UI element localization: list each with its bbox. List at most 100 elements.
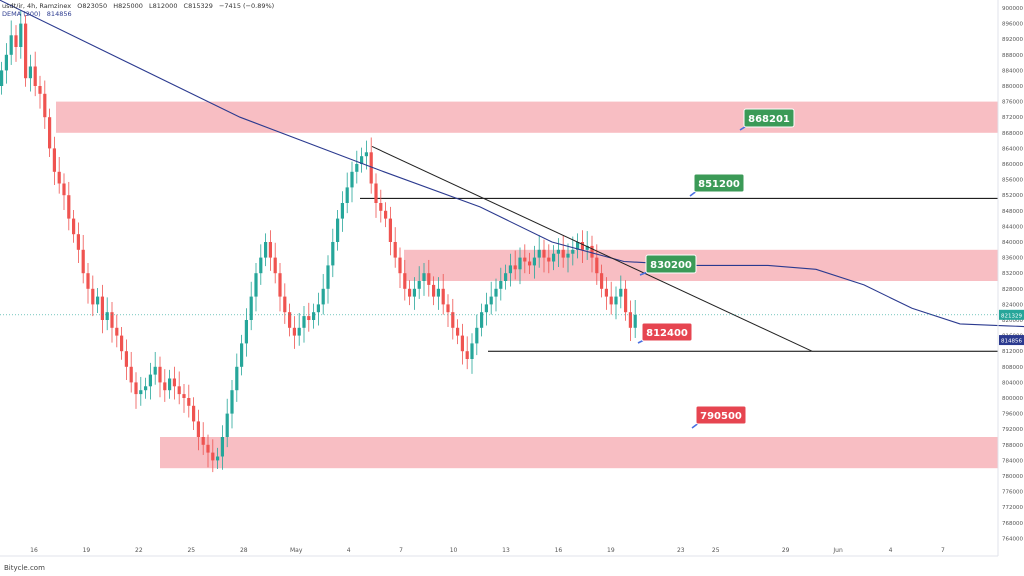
y-tick-label: 808000 — [1002, 365, 1023, 371]
candle-body — [273, 257, 277, 274]
price-badge-label: 812400 — [646, 328, 688, 339]
candle-body — [600, 273, 604, 289]
price-badge[interactable] — [695, 405, 747, 425]
candle-body — [350, 171, 354, 188]
x-tick-label: 22 — [135, 547, 143, 554]
dema-value: 814856 — [46, 10, 72, 18]
candle-body — [408, 288, 412, 297]
candle-body — [345, 187, 349, 203]
candle-body — [206, 444, 210, 453]
candle-body — [240, 343, 244, 367]
candle-body — [604, 288, 608, 297]
candle-body — [67, 195, 71, 219]
candle-body — [292, 327, 296, 336]
candle-body — [412, 288, 416, 297]
candle-body — [465, 351, 469, 359]
x-tick-label: 13 — [502, 547, 510, 554]
candle-body — [547, 257, 551, 262]
candle-body — [451, 312, 455, 328]
y-tick-label: 884000 — [1002, 68, 1023, 74]
candle-body — [316, 304, 320, 313]
candle-body — [561, 249, 565, 258]
dema-line — [0, 0, 1024, 328]
candle-body — [518, 257, 522, 270]
candle-body — [379, 203, 383, 211]
candle-body — [432, 284, 436, 297]
candle-body — [566, 253, 570, 258]
candle-body — [456, 327, 460, 336]
candle-body — [4, 54, 8, 71]
candle-body — [532, 257, 536, 266]
candle-body — [590, 245, 594, 258]
candle-body — [422, 273, 426, 281]
candle-body — [220, 437, 224, 457]
candle-body — [129, 366, 133, 383]
x-tick-label: 25 — [712, 547, 720, 554]
candle-body — [633, 314, 637, 328]
high-value: H825000 — [113, 2, 143, 10]
candle-body — [340, 203, 344, 219]
candle-body — [312, 312, 316, 320]
symbol-label: usdt/ir, 4h, Ramzinex — [2, 2, 72, 10]
x-tick-label: 10 — [450, 547, 458, 554]
y-tick-label: 840000 — [1002, 240, 1023, 246]
y-tick-label: 880000 — [1002, 84, 1023, 90]
x-tick-label: 7 — [399, 547, 403, 554]
candle-body — [153, 366, 157, 375]
candle-body — [504, 273, 508, 281]
y-tick-label: 764000 — [1002, 536, 1023, 542]
brand-label: Bitycle.com — [4, 564, 45, 572]
candle-body — [120, 335, 124, 352]
candle-body — [374, 183, 378, 203]
candle-body — [144, 386, 148, 391]
candle-body — [62, 183, 66, 196]
y-tick-label: 896000 — [1002, 22, 1023, 28]
candle-body — [384, 210, 388, 219]
y-tick-label: 768000 — [1002, 521, 1023, 527]
x-tick-label: 16 — [30, 547, 38, 554]
candle-body — [336, 218, 340, 242]
candle-body — [168, 378, 172, 391]
candle-body — [489, 296, 493, 305]
candle-body — [283, 296, 287, 313]
candle-body — [307, 316, 311, 320]
y-tick-label: 872000 — [1002, 115, 1023, 121]
candle-body — [580, 242, 584, 250]
dema-label: DEMA (200) — [2, 10, 41, 18]
candle-body — [364, 152, 368, 157]
price-badge-label: 851200 — [698, 179, 740, 190]
candle-body — [513, 265, 517, 270]
candle-body — [182, 394, 186, 398]
candle-body — [48, 117, 52, 149]
candle-body — [523, 257, 527, 262]
candle-body — [297, 327, 301, 336]
candle-body — [192, 405, 196, 422]
candle-body — [628, 312, 632, 328]
candle-body — [148, 374, 152, 387]
candle-body — [537, 249, 541, 258]
price-badge[interactable] — [693, 173, 745, 193]
x-tick-label: 23 — [677, 547, 685, 554]
x-tick-label: May — [290, 547, 303, 554]
price-badge[interactable] — [641, 322, 693, 342]
dema-price-tag — [999, 335, 1024, 346]
price-badge-label: 790500 — [700, 411, 742, 422]
candle-body — [163, 382, 167, 391]
candle-body — [393, 242, 397, 258]
candle-body — [264, 242, 268, 258]
candle-body — [216, 456, 220, 461]
candle-body — [91, 288, 95, 305]
candle-body — [244, 320, 248, 344]
candle-body — [614, 296, 618, 305]
candle-body — [552, 253, 556, 262]
candle-body — [446, 304, 450, 313]
y-tick-label: 800000 — [1002, 396, 1023, 402]
price-badge[interactable] — [743, 108, 795, 128]
candle-body — [417, 281, 421, 289]
candle-body — [196, 421, 200, 437]
price-badge[interactable] — [645, 254, 697, 274]
candle-body — [124, 351, 128, 367]
zone-band — [160, 437, 998, 469]
close-value: C815329 — [183, 2, 213, 10]
